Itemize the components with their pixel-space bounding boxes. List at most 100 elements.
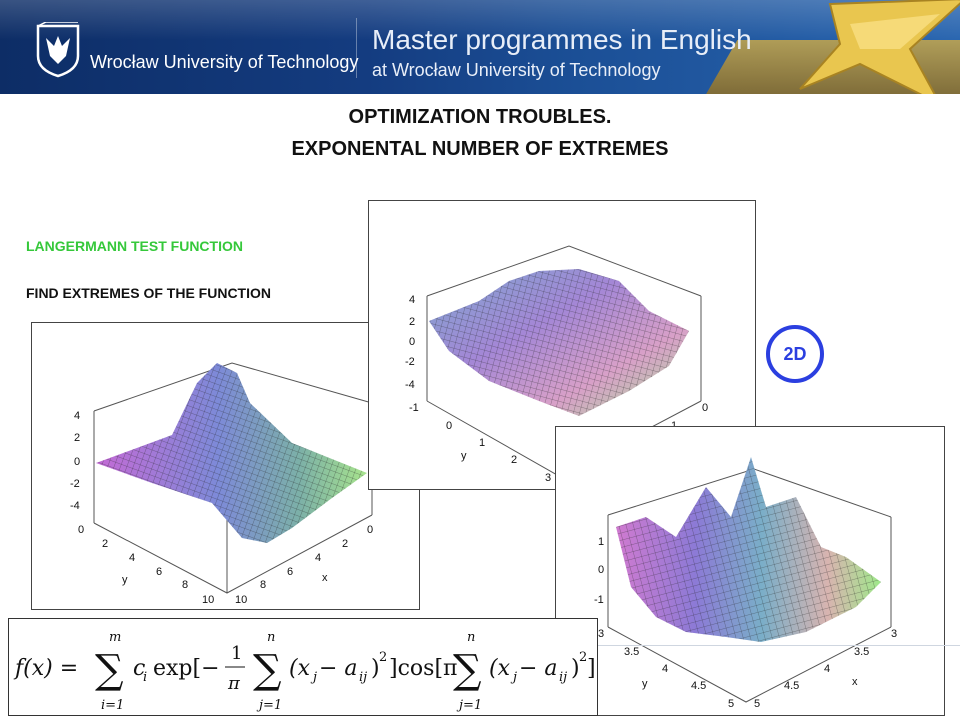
z-axis-ticks: 1 0 -1 xyxy=(594,536,604,606)
tick-label: 3 xyxy=(598,628,604,640)
tick-label: 4 xyxy=(409,294,415,306)
tick-label: 0 xyxy=(78,524,84,536)
inner2-sub-j: j xyxy=(510,670,517,685)
inner1-sub-ij: ij xyxy=(359,670,367,685)
slide-title-line2: EXPONENTAL NUMBER OF EXTREMES xyxy=(291,138,669,160)
tick-label: -2 xyxy=(405,356,415,368)
tick-label: 6 xyxy=(156,566,162,578)
inner2-sub-ij: ij xyxy=(559,670,567,685)
tick-label: 4 xyxy=(315,552,321,564)
tick-label: -4 xyxy=(405,379,415,391)
tick-label: 3.5 xyxy=(854,646,869,658)
sum1-sign: ∑ xyxy=(95,647,124,693)
star-icon xyxy=(799,0,960,94)
tick-label: -4 xyxy=(70,500,80,512)
tick-label: 3 xyxy=(891,628,897,640)
header-banner: Wrocław University of Technology Master … xyxy=(0,0,960,94)
tick-label: -2 xyxy=(70,478,80,490)
tick-label: 3 xyxy=(545,472,551,484)
y-axis-ticks: -1 0 1 2 3 y xyxy=(409,402,551,484)
tick-label: 2 xyxy=(409,316,415,328)
tick-label: 0 xyxy=(367,524,373,536)
cos-part: ]cos[π xyxy=(389,656,457,681)
x-axis-label: x xyxy=(852,676,858,688)
coef-sub: i xyxy=(143,670,147,685)
y-axis-label: y xyxy=(122,574,128,586)
frac-num: 1 xyxy=(231,643,242,664)
task-label: FIND EXTREMES OF THE FUNCTION xyxy=(26,285,271,301)
tick-label: 8 xyxy=(260,579,266,591)
inner2-x: (x xyxy=(489,656,511,681)
y-axis-ticks: 0 2 4 6 8 10 y xyxy=(78,524,214,606)
langermann-formula: f(x) = m ∑ i=1 c i exp[− 1 π n ∑ j=1 (x … xyxy=(8,618,598,716)
coef: c xyxy=(133,656,145,681)
tick-label: 5 xyxy=(728,698,734,710)
tick-label: 4 xyxy=(74,410,80,422)
tick-label: 6 xyxy=(287,566,293,578)
tick-label: 4.5 xyxy=(691,680,706,692)
tick-label: -1 xyxy=(409,402,419,414)
x-axis-label: x xyxy=(322,572,328,584)
x-axis-ticks: 0 2 4 6 8 10 x xyxy=(235,524,373,606)
tick-label: 2 xyxy=(511,454,517,466)
formula-end: ] xyxy=(587,656,596,681)
tick-label: 0 xyxy=(409,336,415,348)
inner1-close: ) xyxy=(371,656,380,681)
tick-label: 10 xyxy=(202,594,214,606)
tick-label: 8 xyxy=(182,579,188,591)
tick-label: 0 xyxy=(74,456,80,468)
tick-label: 2 xyxy=(342,538,348,550)
tick-label: 3.5 xyxy=(624,646,639,658)
tick-label: 10 xyxy=(235,594,247,606)
sum1-lower: i=1 xyxy=(101,698,124,713)
tick-label: 0 xyxy=(598,564,604,576)
surface-plot-detail: 1 0 -1 3 3.5 4 4.5 5 y 3 3.5 4 4.5 5 x xyxy=(555,426,945,716)
frac-den: π xyxy=(227,673,241,694)
tick-label: 2 xyxy=(74,432,80,444)
inner2-sq: 2 xyxy=(579,650,587,665)
university-name: Wrocław University of Technology xyxy=(90,52,359,72)
tick-label: 5 xyxy=(754,698,760,710)
sum3-upper: n xyxy=(467,630,475,645)
banner-shine xyxy=(0,0,960,40)
tick-label: 2 xyxy=(102,538,108,550)
inner1-sub-j: j xyxy=(310,670,317,685)
programme-title: Master programmes in English xyxy=(372,24,752,55)
footer-rule xyxy=(598,645,960,646)
sum2-upper: n xyxy=(267,630,275,645)
sum3-lower: j=1 xyxy=(456,698,482,713)
z-axis-ticks: 4 2 0 -2 -4 xyxy=(70,410,80,512)
z-axis-ticks: 4 2 0 -2 -4 xyxy=(405,294,415,391)
tick-label: 1 xyxy=(598,536,604,548)
inner2-close: ) xyxy=(571,656,580,681)
exp-part: exp[− xyxy=(153,656,220,681)
surface-plot-full-domain: 4 2 0 -2 -4 0 2 4 6 8 10 y 0 2 4 6 8 10 … xyxy=(31,322,420,610)
sum2-lower: j=1 xyxy=(256,698,282,713)
tick-label: 4 xyxy=(129,552,135,564)
tick-label: 0 xyxy=(446,420,452,432)
slide-title-line1: OPTIMIZATION TROUBLES. xyxy=(348,106,612,128)
sum1-upper: m xyxy=(109,630,121,645)
inner2-minus: − a xyxy=(519,656,558,681)
inner1-sq: 2 xyxy=(379,650,387,665)
inner1-minus: − a xyxy=(319,656,358,681)
function-name-label: LANGERMANN TEST FUNCTION xyxy=(26,238,243,254)
university-logo-icon xyxy=(36,22,80,78)
programme-subtitle: at Wrocław University of Technology xyxy=(372,60,661,80)
sum2-sign: ∑ xyxy=(253,647,282,693)
sum3-sign: ∑ xyxy=(453,647,482,693)
tick-label: 4.5 xyxy=(784,680,799,692)
inner1-x: (x xyxy=(289,656,311,681)
y-axis-label: y xyxy=(461,450,467,462)
y-axis-ticks: 3 3.5 4 4.5 5 y xyxy=(598,628,734,710)
x-axis-ticks: 3 3.5 4 4.5 5 x xyxy=(754,628,897,710)
dimension-badge: 2D xyxy=(766,325,824,383)
y-axis-label: y xyxy=(642,678,648,690)
tick-label: -1 xyxy=(594,594,604,606)
tick-label: 1 xyxy=(479,437,485,449)
tick-label: 0 xyxy=(702,402,708,414)
tick-label: 4 xyxy=(662,663,668,675)
header-divider xyxy=(356,18,357,78)
formula-lhs: f(x) = xyxy=(13,656,78,681)
tick-label: 4 xyxy=(824,663,830,675)
